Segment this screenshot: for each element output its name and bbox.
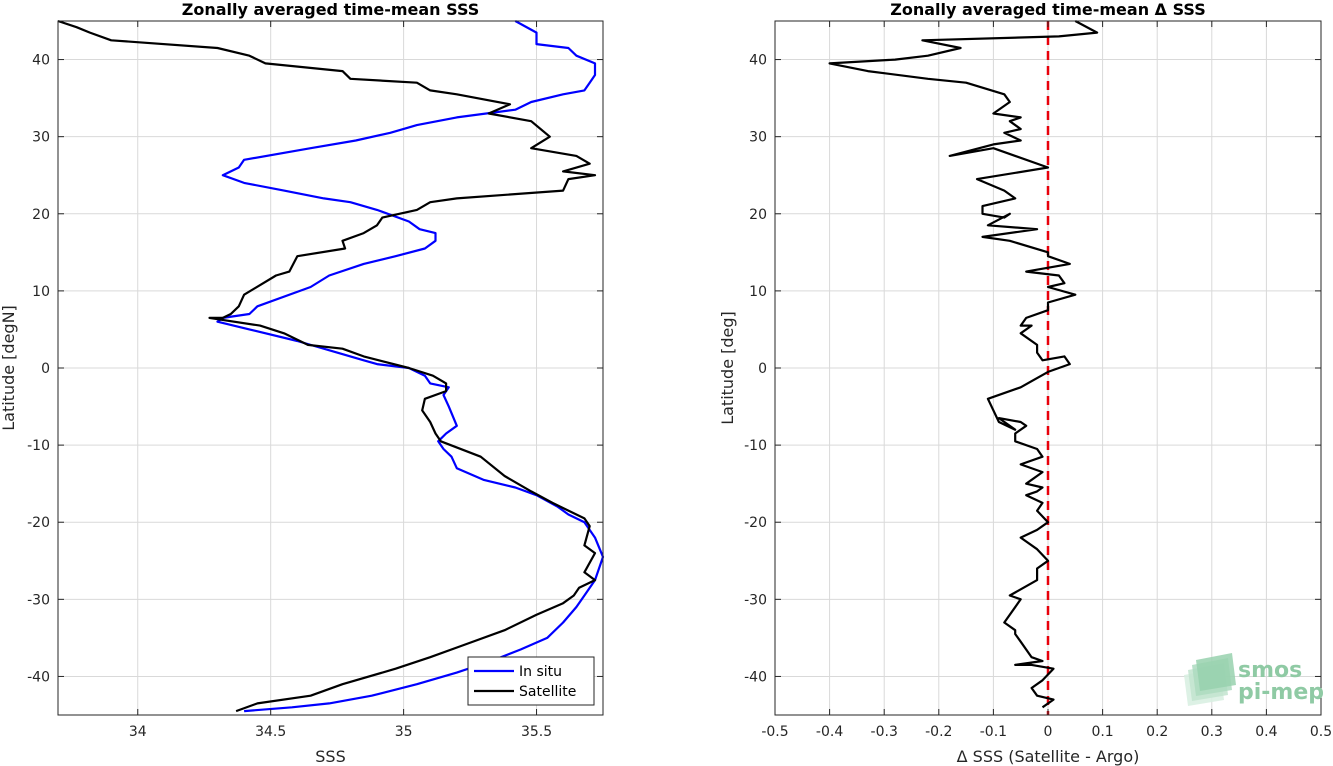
y-tick-label: 20 [32, 207, 50, 223]
y-tick-label: -10 [27, 438, 50, 454]
y-tick-label: 30 [32, 130, 50, 146]
series-line-1 [828, 20, 1099, 709]
y-tick-label: -30 [744, 592, 767, 608]
x-axis-label: Δ SSS (Satellite - Argo) [957, 747, 1140, 766]
y-tick-label: 0 [758, 361, 767, 377]
logo-text-pi-mep: pi-mep [1238, 680, 1324, 705]
y-tick-label: -40 [27, 669, 50, 685]
x-tick-label: 0.3 [1201, 724, 1223, 740]
x-tick-label: -0.5 [761, 724, 788, 740]
chart-title: Zonally averaged time-mean SSS [182, 0, 480, 19]
y-tick-label: -30 [27, 592, 50, 608]
y-tick-label: 20 [749, 207, 767, 223]
legend-box [467, 656, 595, 706]
y-tick-label: -20 [27, 515, 50, 531]
y-tick-label: 40 [32, 53, 50, 69]
x-tick-label: 0.5 [1310, 724, 1332, 740]
x-tick-label: 0.2 [1146, 724, 1168, 740]
series-line-in-situ [216, 20, 605, 713]
logo-layer-shape [1196, 653, 1236, 691]
x-tick-label: -0.1 [980, 724, 1007, 740]
x-tick-label: -0.4 [816, 724, 843, 740]
chart-panel-2: -0.5 -0.4 -0.3 -0.2 -0.1 0 0.1 0.2 0.3 0.4 0.5 -40 -… [718, 0, 1332, 766]
y-tick-label: 10 [32, 284, 50, 300]
x-tick-label: 34.5 [255, 724, 286, 740]
y-tick-label: -40 [744, 669, 767, 685]
y-tick-label: -10 [744, 438, 767, 454]
x-tick-label: 35.5 [521, 724, 552, 740]
x-tick-label: -0.2 [925, 724, 952, 740]
chart-panel-1: 34 34.5 35 35.5 -40 -30 -20 -10 0 10 20 30 40 Zonally… [0, 0, 605, 766]
logo-text-smos: smos [1238, 658, 1302, 683]
x-tick-label: 0.4 [1255, 724, 1277, 740]
y-axis-label: Latitude [deg] [718, 311, 737, 425]
y-axis-label: Latitude [degN] [0, 305, 18, 431]
x-tick-label: 0 [1044, 724, 1053, 740]
chart-title: Zonally averaged time-mean Δ SSS [890, 0, 1206, 19]
x-tick-label: 0.1 [1091, 724, 1113, 740]
legend: In situ Satellite [467, 656, 595, 706]
y-tick-label: 10 [749, 284, 767, 300]
y-tick-label: 0 [41, 361, 50, 377]
x-tick-label: 34 [129, 724, 147, 740]
legend-entry-label: In situ [519, 664, 562, 680]
y-tick-label: 40 [749, 53, 767, 69]
x-tick-label: 35 [395, 724, 413, 740]
legend-entry-label: Satellite [519, 684, 576, 700]
x-tick-label: -0.3 [871, 724, 898, 740]
y-tick-label: 30 [749, 130, 767, 146]
series-line-satellite [57, 19, 597, 713]
x-axis-label: SSS [315, 747, 345, 766]
y-tick-label: -20 [744, 515, 767, 531]
